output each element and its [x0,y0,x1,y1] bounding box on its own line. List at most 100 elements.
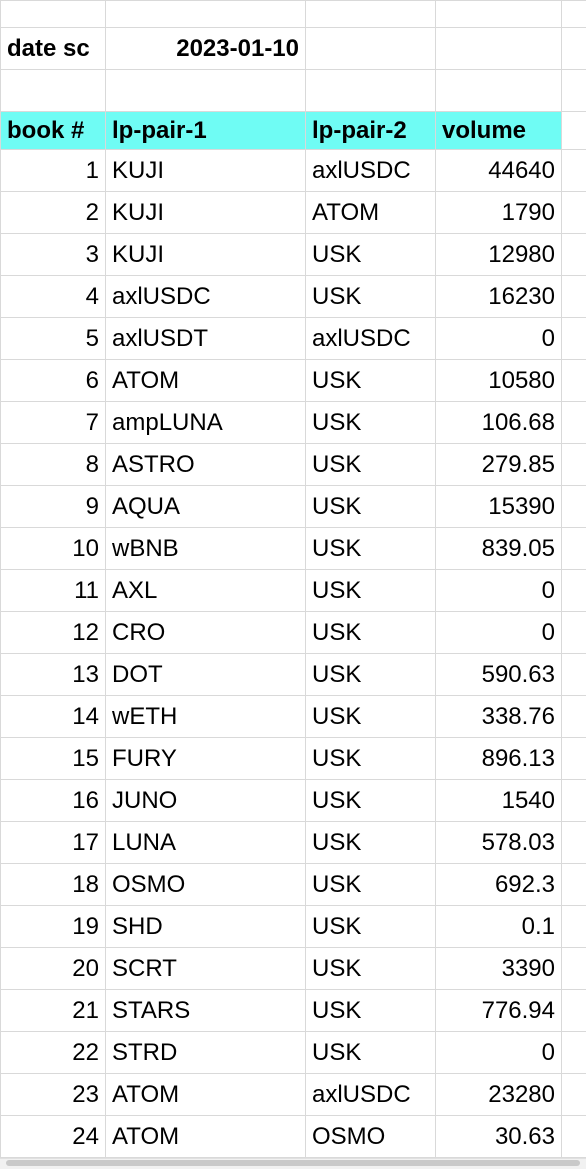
header-cell-volume[interactable]: volume [436,112,562,150]
cell[interactable] [562,112,586,150]
cell[interactable] [562,192,586,234]
book-number-cell[interactable]: 24 [1,1116,106,1158]
cell[interactable] [562,696,586,738]
lp-pair-1-cell[interactable]: OSMO [106,864,306,906]
volume-cell[interactable]: 0 [436,318,562,360]
book-number-cell[interactable]: 17 [1,822,106,864]
book-number-cell[interactable]: 11 [1,570,106,612]
cell[interactable] [562,1,586,28]
volume-cell[interactable]: 896.13 [436,738,562,780]
book-number-cell[interactable]: 21 [1,990,106,1032]
volume-cell[interactable]: 839.05 [436,528,562,570]
lp-pair-1-cell[interactable]: axlUSDC [106,276,306,318]
cell[interactable] [106,70,306,112]
lp-pair-1-cell[interactable]: wBNB [106,528,306,570]
date-value-cell[interactable]: 2023-01-10 [106,28,306,70]
lp-pair-2-cell[interactable]: USK [306,906,436,948]
lp-pair-2-cell[interactable]: USK [306,738,436,780]
lp-pair-1-cell[interactable]: KUJI [106,150,306,192]
lp-pair-2-cell[interactable]: USK [306,528,436,570]
volume-cell[interactable]: 44640 [436,150,562,192]
volume-cell[interactable]: 23280 [436,1074,562,1116]
book-number-cell[interactable]: 22 [1,1032,106,1074]
book-number-cell[interactable]: 7 [1,402,106,444]
lp-pair-1-cell[interactable]: AQUA [106,486,306,528]
lp-pair-2-cell[interactable]: USK [306,486,436,528]
cell[interactable] [436,28,562,70]
lp-pair-1-cell[interactable]: ATOM [106,1116,306,1158]
volume-cell[interactable]: 279.85 [436,444,562,486]
volume-cell[interactable]: 0.1 [436,906,562,948]
cell[interactable] [562,444,586,486]
header-cell-book[interactable]: book # [1,112,106,150]
book-number-cell[interactable]: 12 [1,612,106,654]
lp-pair-1-cell[interactable]: KUJI [106,192,306,234]
lp-pair-2-cell[interactable]: USK [306,654,436,696]
lp-pair-1-cell[interactable]: FURY [106,738,306,780]
cell[interactable] [562,1116,586,1158]
lp-pair-2-cell[interactable]: USK [306,276,436,318]
scrollbar-thumb[interactable] [6,1160,580,1166]
lp-pair-2-cell[interactable]: USK [306,1032,436,1074]
cell[interactable] [562,360,586,402]
lp-pair-2-cell[interactable]: USK [306,612,436,654]
book-number-cell[interactable]: 4 [1,276,106,318]
lp-pair-1-cell[interactable]: axlUSDT [106,318,306,360]
volume-cell[interactable]: 0 [436,612,562,654]
lp-pair-2-cell[interactable]: USK [306,780,436,822]
book-number-cell[interactable]: 14 [1,696,106,738]
lp-pair-1-cell[interactable]: SCRT [106,948,306,990]
lp-pair-1-cell[interactable]: JUNO [106,780,306,822]
cell[interactable] [562,780,586,822]
volume-cell[interactable]: 1540 [436,780,562,822]
cell[interactable] [562,150,586,192]
cell[interactable] [562,654,586,696]
cell[interactable] [562,1032,586,1074]
cell[interactable] [562,234,586,276]
cell[interactable] [562,906,586,948]
lp-pair-1-cell[interactable]: KUJI [106,234,306,276]
volume-cell[interactable]: 30.63 [436,1116,562,1158]
lp-pair-2-cell[interactable]: OSMO [306,1116,436,1158]
lp-pair-1-cell[interactable]: AXL [106,570,306,612]
cell[interactable] [562,612,586,654]
volume-cell[interactable]: 15390 [436,486,562,528]
cell[interactable] [436,1,562,28]
lp-pair-1-cell[interactable]: ampLUNA [106,402,306,444]
book-number-cell[interactable]: 13 [1,654,106,696]
volume-cell[interactable]: 0 [436,1032,562,1074]
volume-cell[interactable]: 578.03 [436,822,562,864]
cell[interactable] [562,276,586,318]
cell[interactable] [562,402,586,444]
book-number-cell[interactable]: 16 [1,780,106,822]
lp-pair-1-cell[interactable]: STRD [106,1032,306,1074]
volume-cell[interactable]: 590.63 [436,654,562,696]
volume-cell[interactable]: 692.3 [436,864,562,906]
lp-pair-2-cell[interactable]: axlUSDC [306,1074,436,1116]
cell[interactable] [306,70,436,112]
lp-pair-2-cell[interactable]: USK [306,822,436,864]
volume-cell[interactable]: 16230 [436,276,562,318]
cell[interactable] [562,486,586,528]
book-number-cell[interactable]: 10 [1,528,106,570]
book-number-cell[interactable]: 20 [1,948,106,990]
cell[interactable] [436,70,562,112]
cell[interactable] [562,1074,586,1116]
lp-pair-2-cell[interactable]: axlUSDC [306,150,436,192]
cell[interactable] [1,70,106,112]
cell[interactable] [562,28,586,70]
lp-pair-2-cell[interactable]: USK [306,864,436,906]
lp-pair-1-cell[interactable]: CRO [106,612,306,654]
cell[interactable] [562,990,586,1032]
volume-cell[interactable]: 106.68 [436,402,562,444]
book-number-cell[interactable]: 19 [1,906,106,948]
lp-pair-2-cell[interactable]: USK [306,990,436,1032]
volume-cell[interactable]: 338.76 [436,696,562,738]
cell[interactable] [106,1,306,28]
book-number-cell[interactable]: 23 [1,1074,106,1116]
cell[interactable] [306,1,436,28]
book-number-cell[interactable]: 3 [1,234,106,276]
cell[interactable] [562,570,586,612]
lp-pair-1-cell[interactable]: DOT [106,654,306,696]
lp-pair-2-cell[interactable]: axlUSDC [306,318,436,360]
